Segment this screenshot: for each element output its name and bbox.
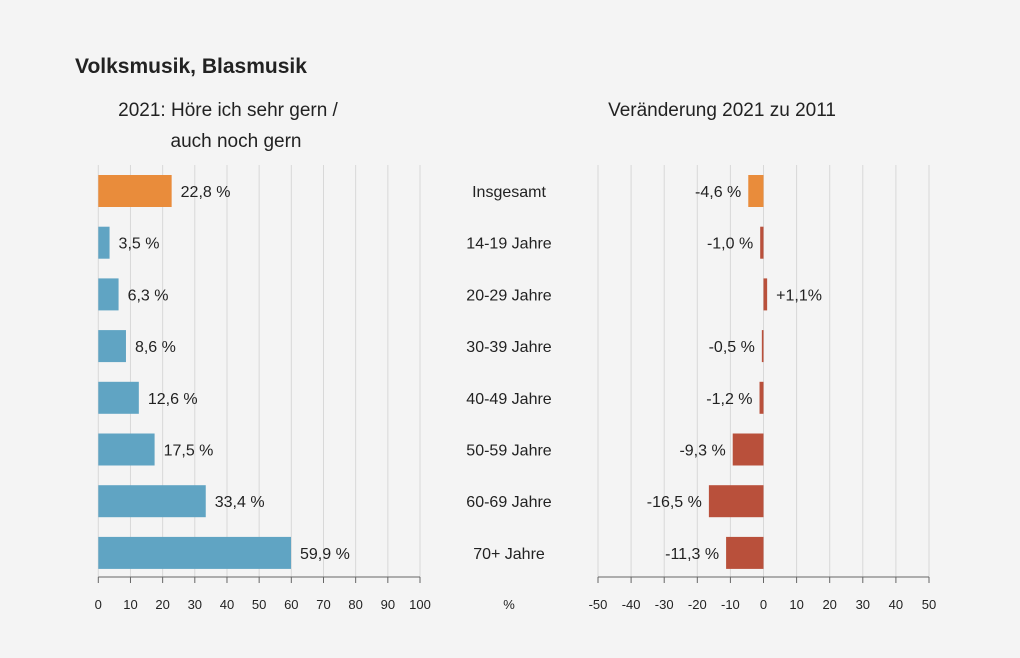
category-label: 70+ Jahre	[473, 546, 545, 563]
right-bar	[763, 278, 768, 311]
left-tick-label: 80	[348, 597, 362, 612]
right-tick-label: -10	[721, 597, 740, 612]
right-bar	[748, 175, 764, 207]
right-data-label: +1,1%	[776, 287, 822, 304]
right-bar	[732, 433, 764, 466]
right-tick-label: 50	[922, 597, 936, 612]
category-label: 40-49 Jahre	[466, 391, 551, 408]
left-data-label: 6,3 %	[128, 287, 169, 304]
left-data-label: 3,5 %	[119, 236, 160, 253]
right-bar	[761, 330, 764, 363]
right-tick-label: -30	[655, 597, 674, 612]
right-bar	[760, 226, 764, 259]
left-tick-label: 70	[316, 597, 330, 612]
category-label: 50-59 Jahre	[466, 443, 551, 460]
right-bar	[759, 381, 764, 414]
left-data-label: 8,6 %	[135, 339, 176, 356]
right-tick-label: 30	[856, 597, 870, 612]
right-bar	[726, 536, 764, 569]
left-tick-label: 50	[252, 597, 266, 612]
category-label: 20-29 Jahre	[466, 287, 551, 304]
left-chart-title-line-2: auch noch gern	[171, 131, 302, 152]
category-label: 14-19 Jahre	[466, 236, 551, 253]
right-tick-label: 20	[822, 597, 836, 612]
left-tick-label: 60	[284, 597, 298, 612]
left-bar	[98, 433, 155, 466]
right-tick-label: -40	[622, 597, 641, 612]
right-chart-title: Veränderung 2021 zu 2011	[608, 100, 836, 121]
left-tick-label: 100	[409, 597, 431, 612]
left-tick-label: 0	[95, 597, 102, 612]
right-tick-label: -20	[688, 597, 707, 612]
figure-title: Volksmusik, Blasmusik	[75, 55, 307, 78]
right-data-label: -16,5 %	[647, 494, 702, 511]
right-tick-label: 0	[760, 597, 767, 612]
left-data-label: 33,4 %	[215, 494, 265, 511]
left-tick-label: 30	[188, 597, 202, 612]
axis-unit-label: %	[503, 597, 515, 612]
left-bar	[98, 226, 110, 259]
right-tick-label: 10	[789, 597, 803, 612]
left-bar	[98, 175, 172, 207]
left-data-label: 22,8 %	[181, 184, 231, 201]
left-bar	[98, 536, 291, 569]
category-label: Insgesamt	[472, 184, 546, 201]
category-label: 30-39 Jahre	[466, 339, 551, 356]
left-bar	[98, 278, 119, 311]
left-data-label: 59,9 %	[300, 546, 350, 563]
left-bar	[98, 485, 206, 518]
right-data-label: -9,3 %	[679, 443, 725, 460]
left-tick-label: 90	[381, 597, 395, 612]
right-data-label: -0,5 %	[709, 339, 755, 356]
right-data-label: -4,6 %	[695, 184, 741, 201]
right-data-label: -11,3 %	[665, 546, 719, 563]
left-data-label: 12,6 %	[148, 391, 198, 408]
left-tick-label: 40	[220, 597, 234, 612]
right-data-label: -1,2 %	[706, 391, 752, 408]
left-chart-title-line-1: 2021: Höre ich sehr gern /	[118, 100, 338, 121]
right-tick-label: 40	[889, 597, 903, 612]
right-data-label: -1,0 %	[707, 236, 753, 253]
left-tick-label: 20	[155, 597, 169, 612]
left-bar	[98, 330, 126, 363]
left-bar	[98, 381, 139, 414]
right-tick-label: -50	[589, 597, 608, 612]
right-bar	[708, 485, 764, 518]
category-label: 60-69 Jahre	[466, 494, 551, 511]
left-data-label: 17,5 %	[164, 443, 214, 460]
left-tick-label: 10	[123, 597, 137, 612]
